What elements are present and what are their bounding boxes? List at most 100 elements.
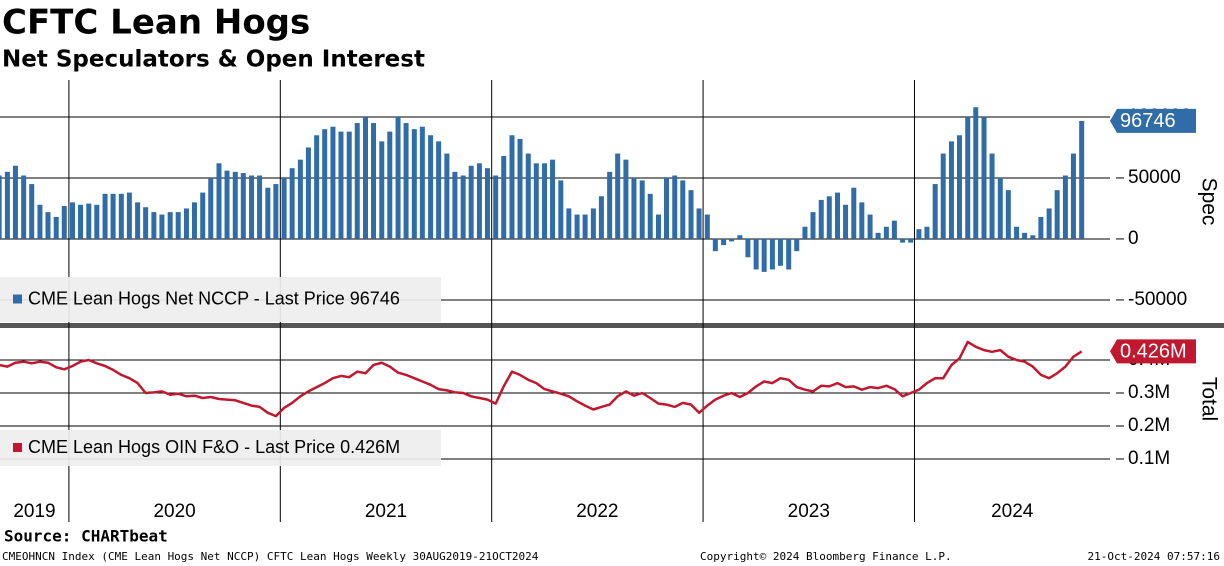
chart-title: CFTC Lean Hogs: [2, 3, 310, 43]
bar: [281, 177, 287, 239]
bar: [78, 204, 84, 239]
x-tick-label: 2019: [13, 501, 55, 522]
bar: [997, 177, 1003, 239]
value-callout: [1110, 339, 1196, 364]
source: Source: CHARTbeat: [4, 527, 168, 546]
bar: [200, 192, 206, 239]
x-tick-label: 2022: [576, 501, 618, 522]
bar: [664, 177, 670, 239]
bar: [1022, 232, 1028, 239]
bar: [159, 214, 165, 239]
bar: [818, 199, 824, 239]
y-axis-label: Total: [1197, 377, 1220, 421]
bar: [126, 192, 132, 239]
bar: [452, 171, 458, 239]
bar: [753, 238, 759, 270]
bar: [436, 141, 442, 239]
bar: [615, 153, 621, 239]
bar: [53, 216, 59, 239]
bar: [777, 238, 783, 266]
legend-swatch: [13, 294, 22, 304]
bar: [1054, 190, 1060, 239]
bar: [346, 131, 352, 239]
bar: [1014, 226, 1020, 239]
bar: [826, 196, 832, 239]
bar: [314, 135, 320, 239]
bar: [981, 116, 987, 239]
bar: [607, 171, 613, 239]
bar: [1046, 208, 1052, 239]
bar: [330, 126, 336, 239]
y-tick-label: -50000: [1128, 289, 1187, 310]
y-tick-label: 0: [1128, 228, 1139, 249]
y-tick-label: 0.2M: [1128, 415, 1170, 436]
bar: [761, 238, 767, 272]
bar: [956, 135, 962, 239]
bar: [379, 141, 385, 239]
bar: [924, 226, 930, 239]
bar: [362, 116, 368, 239]
bar: [476, 163, 482, 239]
bar: [1070, 153, 1076, 239]
bar: [794, 238, 800, 252]
bar: [183, 208, 189, 239]
bar: [737, 235, 743, 239]
bar: [916, 229, 922, 239]
bar: [566, 208, 572, 239]
bar: [965, 116, 971, 239]
bar: [721, 238, 727, 246]
value-label: 0.426M: [1120, 341, 1187, 363]
y-tick-label: 0.3M: [1128, 382, 1170, 403]
x-tick-label: 2024: [991, 501, 1034, 522]
bar: [37, 204, 43, 239]
bar: [680, 180, 686, 239]
bar: [118, 193, 124, 239]
y-tick-label: 50000: [1128, 167, 1181, 188]
bar: [240, 173, 246, 239]
bar: [4, 171, 10, 239]
legend-box: [0, 277, 441, 322]
footer-left: CMEOHNCN Index (CME Lean Hogs Net NCCP) …: [2, 550, 539, 563]
bar: [623, 159, 629, 239]
value-callout: [1110, 108, 1196, 133]
bar: [289, 168, 295, 239]
line-series: [0, 340, 1083, 418]
bar: [110, 193, 116, 239]
x-tick-label: 2023: [788, 501, 830, 522]
y-tick-label: 0.1M: [1128, 448, 1170, 469]
bar: [582, 214, 588, 239]
bar: [574, 214, 580, 239]
legend-swatch: [13, 443, 22, 452]
bar: [1038, 216, 1044, 239]
bar: [354, 123, 360, 239]
value-label: 96746: [1120, 110, 1176, 132]
bar: [387, 131, 393, 239]
bar: [810, 212, 816, 239]
bar: [867, 214, 873, 239]
bar: [517, 138, 523, 239]
bar: [371, 123, 377, 239]
bar: [769, 238, 775, 270]
bar: [411, 129, 417, 239]
bar: [647, 193, 653, 239]
bar: [1062, 175, 1068, 239]
bar: [70, 202, 76, 239]
bar: [0, 175, 2, 239]
x-tick-label: 2020: [153, 501, 195, 522]
bar: [102, 193, 108, 239]
bar: [493, 175, 499, 239]
bar: [208, 177, 214, 239]
bar: [533, 163, 539, 239]
bar: [786, 238, 792, 270]
bar: [973, 107, 979, 239]
bar: [712, 238, 718, 252]
bar: [305, 147, 311, 239]
bar: [21, 175, 27, 239]
legend-box: [0, 430, 441, 466]
bar: [696, 208, 702, 239]
bar: [167, 212, 173, 239]
bar: [908, 238, 914, 243]
bar: [883, 226, 889, 239]
bar: [1005, 190, 1011, 239]
